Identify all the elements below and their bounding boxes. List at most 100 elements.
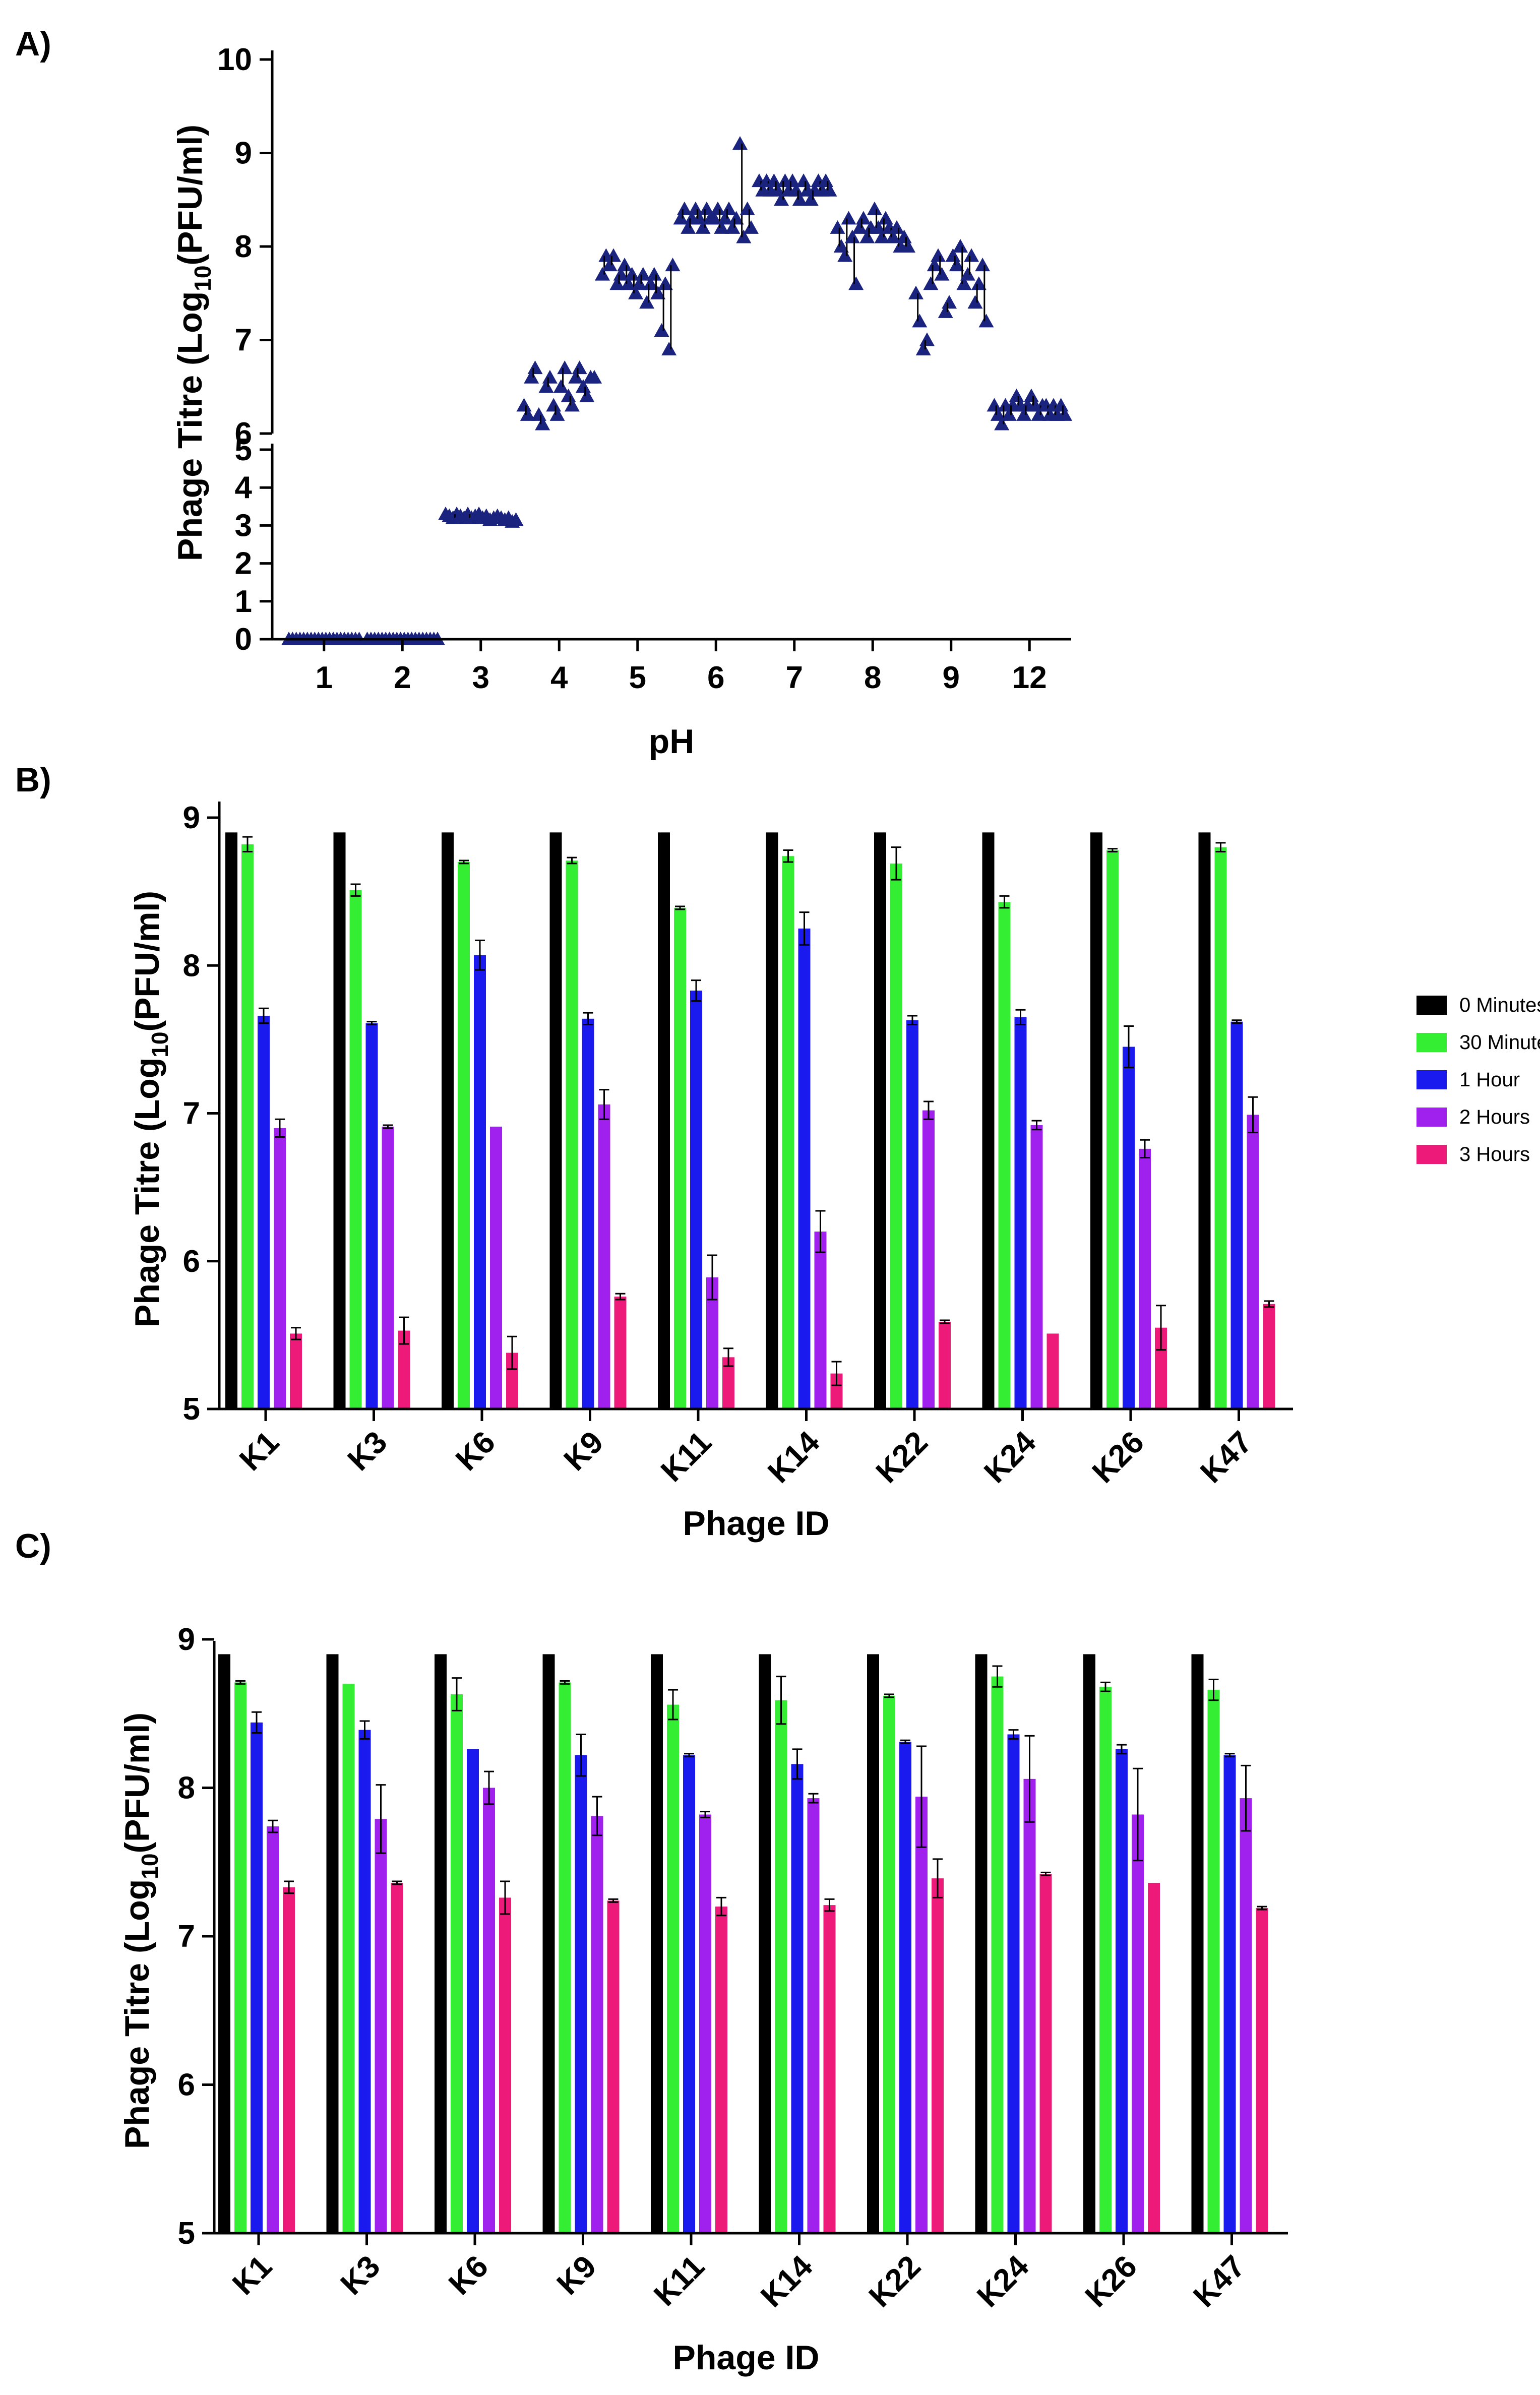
bar <box>823 1905 836 2233</box>
panel-a-x-ticks: 1 2 3 4 5 6 7 8 9 12 <box>316 639 1047 695</box>
bar <box>549 832 562 1409</box>
bar <box>542 1654 555 2233</box>
data-point <box>681 220 696 234</box>
y-tick-label: 6 <box>178 2068 195 2103</box>
data-point <box>934 267 950 281</box>
data-point <box>564 398 580 412</box>
x-tick-label: K9 <box>558 1425 610 1478</box>
legend-label: 2 Hours <box>1459 1106 1530 1128</box>
data-point <box>822 182 837 197</box>
bar <box>1198 832 1211 1409</box>
data-point <box>661 342 677 356</box>
data-point <box>728 211 744 225</box>
y-tick-label: 1 <box>235 584 252 619</box>
data-point <box>595 267 610 281</box>
data-point <box>673 211 689 225</box>
data-point <box>912 314 928 328</box>
bar <box>442 832 454 1409</box>
y-tick-label: 7 <box>178 1919 195 1954</box>
bar <box>998 902 1011 1409</box>
bar <box>1007 1734 1020 2233</box>
bar <box>582 1018 594 1409</box>
data-point <box>613 267 629 281</box>
legend-label: 3 Hours <box>1459 1143 1530 1165</box>
y-tick-label: 9 <box>178 1622 195 1657</box>
bar <box>1247 1115 1259 1409</box>
bar <box>1106 850 1119 1409</box>
panel-c-x-axis-title: Phage ID <box>673 2339 820 2377</box>
bar <box>490 1126 502 1409</box>
y-tick-label: 0 <box>235 622 252 657</box>
legend-swatch <box>1416 1070 1447 1089</box>
bar <box>283 1887 295 2233</box>
bar <box>982 832 995 1409</box>
data-point <box>706 211 722 225</box>
data-point <box>572 360 587 375</box>
data-point <box>874 229 890 243</box>
data-point <box>1057 407 1072 421</box>
bar <box>349 890 362 1409</box>
x-tick-label: K11 <box>647 2249 711 2313</box>
panel-b-x-ticks: K1 K3 K6 K9 K11 K14 K22 K24 K26 K47 <box>233 1409 1259 1490</box>
legend-swatch <box>1416 1033 1447 1052</box>
data-point <box>938 304 953 318</box>
bar <box>658 832 670 1409</box>
bar <box>391 1882 403 2233</box>
data-point <box>531 407 546 421</box>
data-point <box>549 407 565 421</box>
y-tick-label: 6 <box>183 1244 200 1279</box>
data-point <box>606 248 622 262</box>
bar <box>342 1684 355 2233</box>
y-tick-label: 6 <box>235 416 252 451</box>
data-point <box>1023 388 1039 402</box>
data-point <box>803 192 819 206</box>
bar <box>251 1722 263 2233</box>
panel-c-y-axis-title: Phage Titre (Log10(PFU/ml) <box>118 1712 163 2149</box>
bar <box>798 928 811 1409</box>
x-tick-label: 3 <box>472 660 489 695</box>
x-tick-label: K24 <box>977 1425 1043 1490</box>
panel-a-marks <box>281 136 1072 645</box>
y-tick-label: 2 <box>235 546 252 581</box>
panel-c-x-ticks: K1 K3 K6 K9 K11 K14 K22 K24 K26 K47 <box>226 2233 1252 2314</box>
x-tick-label: 2 <box>394 660 411 695</box>
data-point <box>978 314 994 328</box>
bar <box>559 1682 571 2233</box>
bar <box>382 1126 394 1409</box>
panel-a-label: A) <box>15 25 51 63</box>
data-point <box>557 360 573 375</box>
data-point <box>942 295 957 309</box>
data-point <box>553 379 569 393</box>
x-tick-label: K14 <box>761 1425 827 1490</box>
y-tick-label: 9 <box>235 136 252 171</box>
y-tick-label: 8 <box>183 948 200 983</box>
y-tick-label: 5 <box>235 433 252 467</box>
data-point <box>975 258 991 272</box>
y-tick-label: 9 <box>183 801 200 835</box>
data-point <box>919 332 935 346</box>
panel-a-y-axis-title: Phage Titre (Log10(PFU/ml) <box>171 125 216 561</box>
data-point <box>524 370 539 384</box>
data-point <box>1016 407 1032 421</box>
x-tick-label: K9 <box>550 2249 603 2302</box>
x-tick-label: 9 <box>943 660 960 695</box>
data-point <box>796 173 812 188</box>
bar <box>566 861 578 1409</box>
bar <box>483 1788 495 2233</box>
y-tick-label: 5 <box>178 2216 195 2251</box>
panel-b-y-axis-title: Phage Titre (Log10(PFU/ml) <box>128 891 173 1327</box>
bar <box>267 1826 279 2233</box>
bar <box>474 955 486 1409</box>
bar <box>775 1700 787 2233</box>
bar <box>451 1694 463 2233</box>
bar <box>591 1816 603 2233</box>
bar <box>607 1900 620 2233</box>
data-point <box>841 211 856 225</box>
bar <box>1083 1654 1095 2233</box>
bar <box>598 1104 610 1409</box>
bar <box>715 1907 727 2233</box>
data-point <box>927 258 942 272</box>
bar <box>458 862 470 1409</box>
bar <box>975 1654 988 2233</box>
